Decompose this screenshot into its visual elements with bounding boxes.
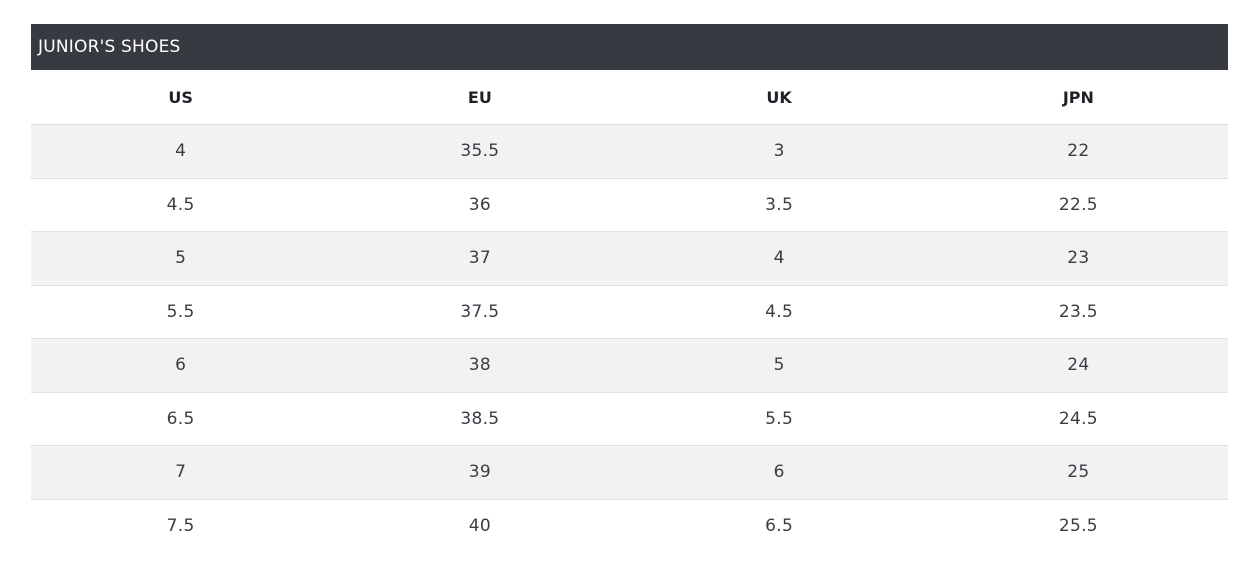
- size-chart-table: JUNIOR'S SHOES US EU UK JPN 4 35.5 3 22 …: [31, 24, 1228, 553]
- table-row: 6.5 38.5 5.5 24.5: [31, 392, 1228, 446]
- table-row: 4 35.5 3 22: [31, 125, 1228, 179]
- cell-uk: 4.5: [765, 301, 794, 322]
- cell-jpn: 22.5: [1058, 194, 1098, 215]
- table-title: JUNIOR'S SHOES: [38, 37, 181, 57]
- cell-jpn: 23: [1067, 248, 1090, 268]
- cell-eu: 36: [468, 194, 491, 215]
- cell-us: 4.5: [166, 194, 195, 215]
- column-header-uk: UK: [766, 88, 792, 107]
- column-header-eu: EU: [467, 88, 492, 107]
- table-row: 5.5 37.5 4.5 23.5: [31, 285, 1228, 339]
- cell-us: 5: [175, 248, 187, 268]
- cell-uk: 3.5: [765, 194, 794, 215]
- cell-us: 4: [175, 141, 187, 161]
- column-header-jpn: JPN: [1062, 88, 1094, 107]
- cell-jpn: 22: [1067, 141, 1090, 161]
- cell-uk: 6.5: [765, 515, 794, 536]
- table-title-bar: JUNIOR'S SHOES: [31, 24, 1228, 70]
- table-row: 5 37 4 23: [31, 232, 1228, 286]
- cell-eu: 39: [468, 462, 491, 482]
- table-row: 7 39 6 25: [31, 446, 1228, 500]
- cell-uk: 5: [773, 355, 785, 375]
- cell-uk: 3: [773, 141, 785, 161]
- cell-uk: 6: [773, 462, 785, 482]
- cell-uk: 4: [773, 248, 785, 268]
- cell-eu: 38.5: [460, 408, 500, 429]
- cell-eu: 40: [468, 515, 491, 536]
- cell-us: 5.5: [166, 301, 195, 322]
- cell-us: 6: [175, 355, 187, 375]
- cell-jpn: 24: [1067, 355, 1090, 375]
- cell-eu: 38: [468, 355, 491, 375]
- table-row: 4.5 36 3.5 22.5: [31, 178, 1228, 232]
- cell-us: 6.5: [166, 408, 195, 429]
- cell-us: 7: [175, 462, 187, 482]
- cell-eu: 37.5: [460, 301, 500, 322]
- cell-us: 7.5: [166, 515, 195, 536]
- cell-jpn: 23.5: [1058, 301, 1098, 322]
- table-row: 7.5 40 6.5 25.5: [31, 499, 1228, 553]
- cell-jpn: 24.5: [1058, 408, 1098, 429]
- cell-eu: 35.5: [460, 141, 500, 161]
- table-row: 6 38 5 24: [31, 339, 1228, 393]
- cell-uk: 5.5: [765, 408, 794, 429]
- cell-eu: 37: [468, 248, 491, 268]
- cell-jpn: 25: [1067, 462, 1090, 482]
- table-header-row: US EU UK JPN: [31, 70, 1228, 125]
- cell-jpn: 25.5: [1058, 515, 1098, 536]
- column-header-us: US: [168, 88, 193, 107]
